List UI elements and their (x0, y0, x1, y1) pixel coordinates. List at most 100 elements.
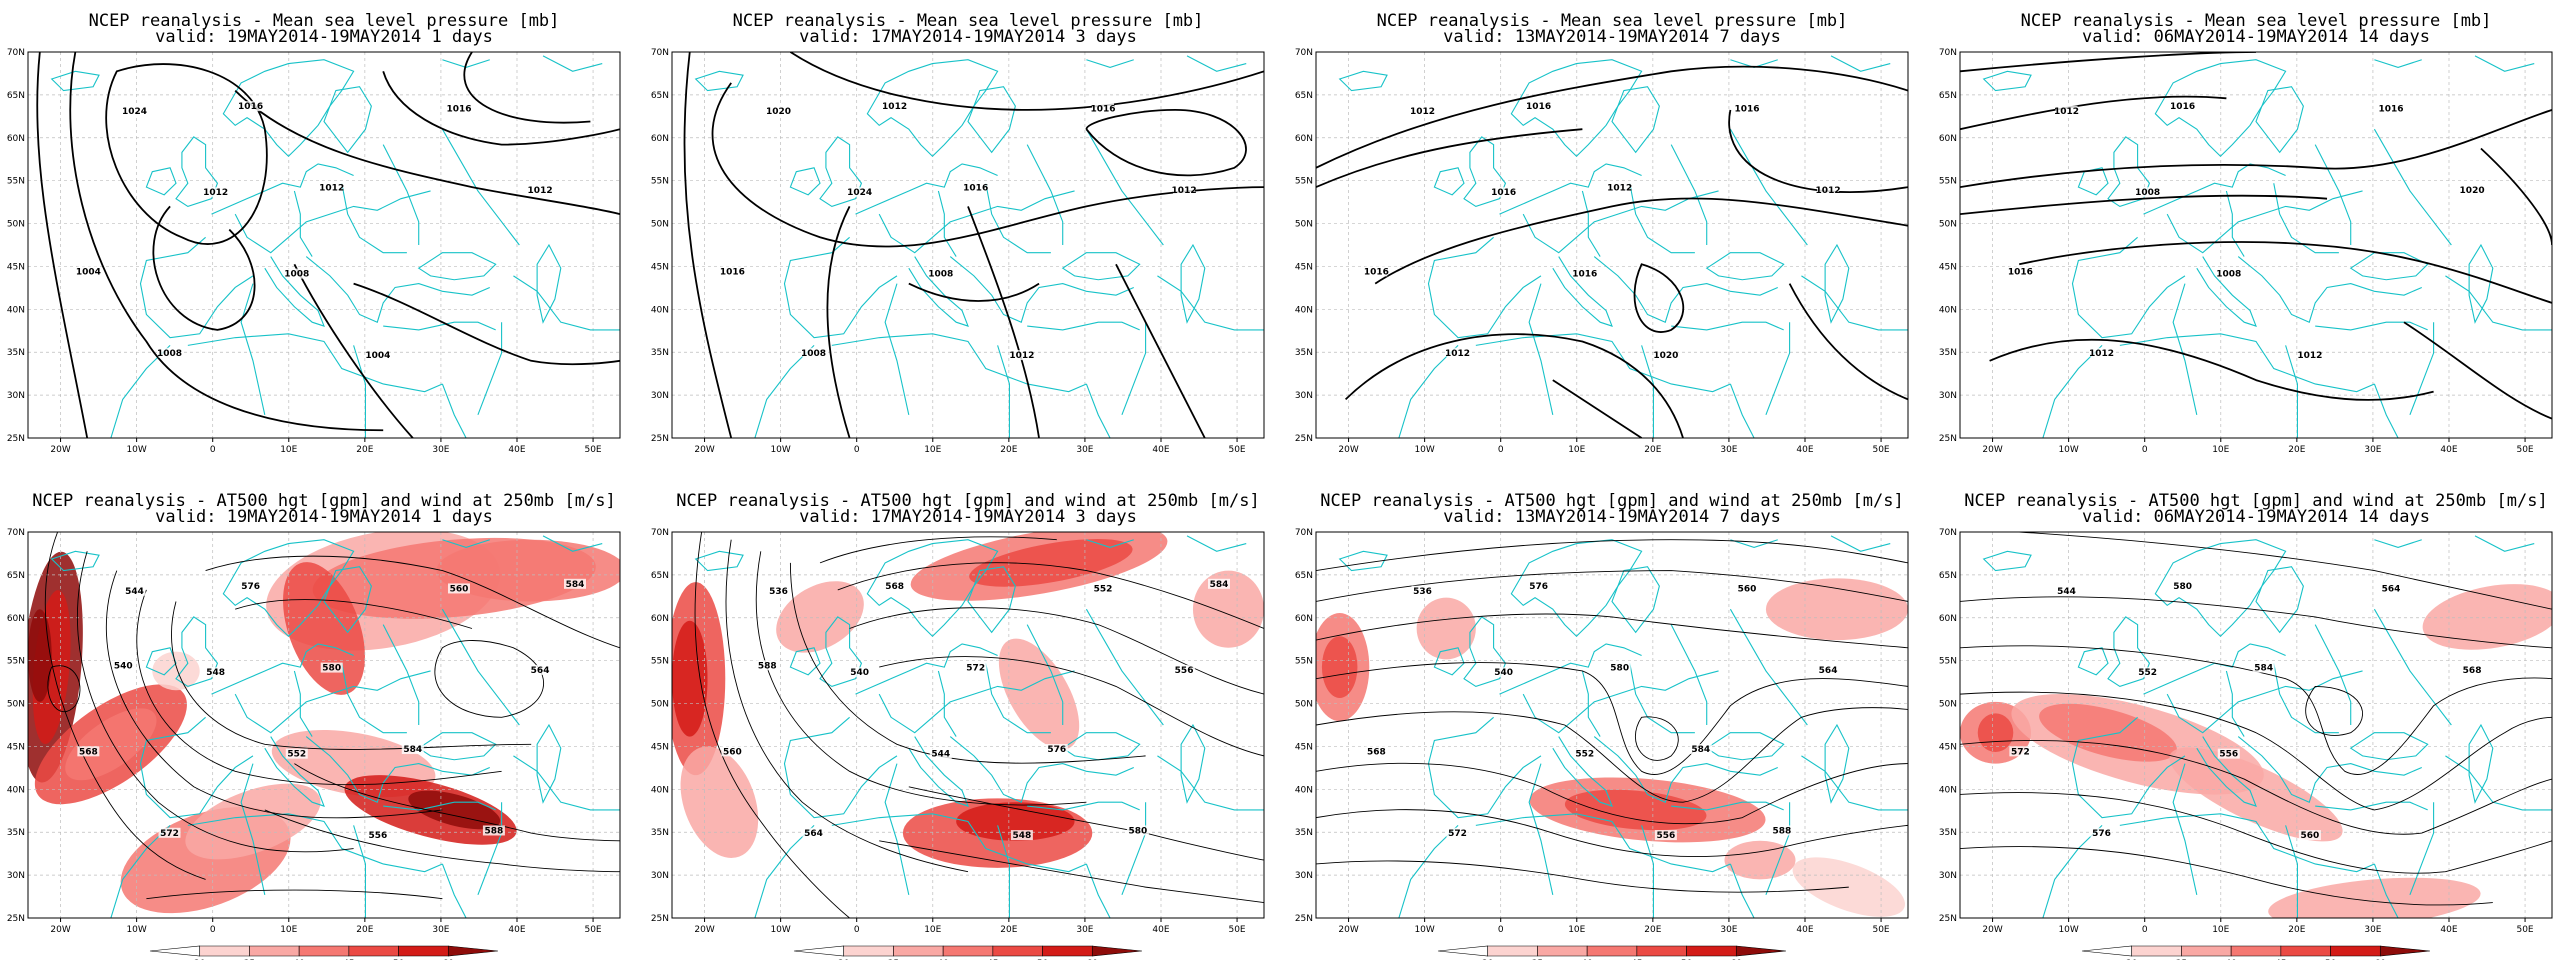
contour-label: 1012 (203, 188, 228, 198)
mslp-panel-4: NCEP reanalysis - Mean sea level pressur… (1939, 11, 2553, 455)
contour-label: 1012 (1009, 351, 1034, 361)
lon-label: 0 (210, 445, 216, 455)
lat-label: 60N (1295, 134, 1313, 144)
contour-line (1990, 340, 2434, 400)
coastline-segment (442, 864, 466, 918)
coastline-segment (879, 671, 1074, 733)
lat-label: 25N (1939, 914, 1957, 924)
lat-label: 40N (1939, 785, 1957, 795)
colorbar: 303540455060 (1437, 945, 1787, 960)
contour-line (1316, 129, 1582, 187)
contour-line (1960, 740, 2552, 834)
coastline-segment (1984, 551, 2031, 570)
lat-label: 35N (651, 828, 669, 838)
coastline-segment (324, 87, 371, 153)
wind-shading (65, 708, 157, 781)
lat-label: 65N (1295, 91, 1313, 101)
contour-label-bg (1173, 664, 1196, 675)
lon-label: 40E (1152, 925, 1169, 935)
coastline-segment (1086, 864, 1110, 918)
coastline-segment (1476, 814, 1731, 872)
lat-label: 55N (651, 177, 669, 187)
coastline-segment (2256, 567, 2303, 633)
contour-label: 1004 (76, 267, 101, 277)
coastline-segment (2120, 334, 2375, 392)
contour-label-bg (767, 105, 790, 116)
coastlines (696, 536, 1264, 918)
contour-label-bg (1608, 662, 1631, 673)
lon-label: 40E (508, 445, 525, 455)
wind-shading (1765, 578, 1908, 641)
contour-label-bg (320, 182, 343, 193)
contour-label-bg (2055, 105, 2078, 116)
contour-line (850, 608, 1264, 694)
contour-line (827, 206, 849, 438)
panel-valid-range: valid: 06MAY2014-19MAY2014 14 days (2082, 27, 2430, 47)
lat-label: 60N (7, 614, 25, 624)
contour-label: 580 (1610, 664, 1629, 674)
wind-shading (680, 746, 759, 858)
contour-label: 548 (1012, 831, 1031, 841)
coastline-segment (188, 814, 443, 872)
coastline-segment (2315, 625, 2351, 725)
contour-label: 552 (1575, 750, 1594, 760)
lon-label: 0 (854, 925, 860, 935)
coastline-segment (342, 663, 407, 732)
coastline-segment (2043, 345, 2102, 438)
contour-label: 1012 (2054, 107, 2079, 117)
contour-label: 1012 (1816, 186, 1841, 196)
coastline-segment (1464, 137, 1505, 206)
lat-label: 60N (1939, 614, 1957, 624)
colorbar-segment (2131, 945, 2182, 957)
contour-label: 1020 (1653, 351, 1678, 361)
coastline-segment (1428, 237, 1540, 337)
coastline-segment (790, 648, 820, 675)
coastline-segment (1434, 648, 1464, 675)
coastlines (52, 536, 620, 918)
lon-label: 40E (1152, 445, 1169, 455)
lat-label: 50N (1939, 220, 1957, 230)
colorbar-segment (2379, 945, 2431, 957)
colorbar-segment (249, 945, 300, 957)
colorbar-segment (1437, 945, 1489, 957)
contour-label-bg (1573, 748, 1596, 759)
contour-line (48, 666, 80, 712)
coastline-segment (820, 617, 861, 686)
coastlines (1984, 536, 2552, 918)
wind-shading (1321, 636, 1358, 698)
contour-label-bg (767, 585, 790, 596)
contour-label-bg (239, 581, 262, 592)
coastline-segment (1831, 56, 1890, 71)
contour-label-bg (1365, 746, 1388, 757)
contour-line (235, 600, 472, 629)
coastline-segment (2155, 540, 2285, 637)
lat-label: 60N (651, 134, 669, 144)
coastline-segment (1630, 183, 1695, 252)
coastlines (1340, 56, 1908, 438)
lon-label: 50E (584, 925, 601, 935)
coastline-segment (212, 164, 354, 214)
lon-label: 10E (924, 925, 941, 935)
contours (1960, 532, 2552, 905)
wind-shading (998, 638, 1080, 750)
contour-label: 1024 (847, 188, 872, 198)
coastline-segment (1086, 540, 1133, 548)
contour-line (1316, 663, 1908, 775)
coastline-segment (1027, 625, 1063, 725)
coastline-segment (1523, 191, 1718, 253)
wind-shading (2039, 703, 2177, 762)
map-frame (1959, 531, 2553, 919)
lat-label: 70N (1295, 528, 1313, 538)
contour-line (1316, 614, 1908, 648)
coastline-segment (1553, 257, 1612, 326)
contour-label: 1016 (1491, 188, 1516, 198)
coastline-segment (2173, 764, 2197, 895)
lat-label: 25N (651, 914, 669, 924)
contour-label: 1016 (446, 104, 471, 114)
coastline-segment (265, 257, 324, 326)
lon-label: 0 (1498, 445, 1504, 455)
coastline-segment (1500, 164, 1642, 214)
colorbar-segment (398, 945, 449, 957)
coastline-segment (2374, 60, 2421, 68)
coastline-segment (1825, 245, 1849, 322)
